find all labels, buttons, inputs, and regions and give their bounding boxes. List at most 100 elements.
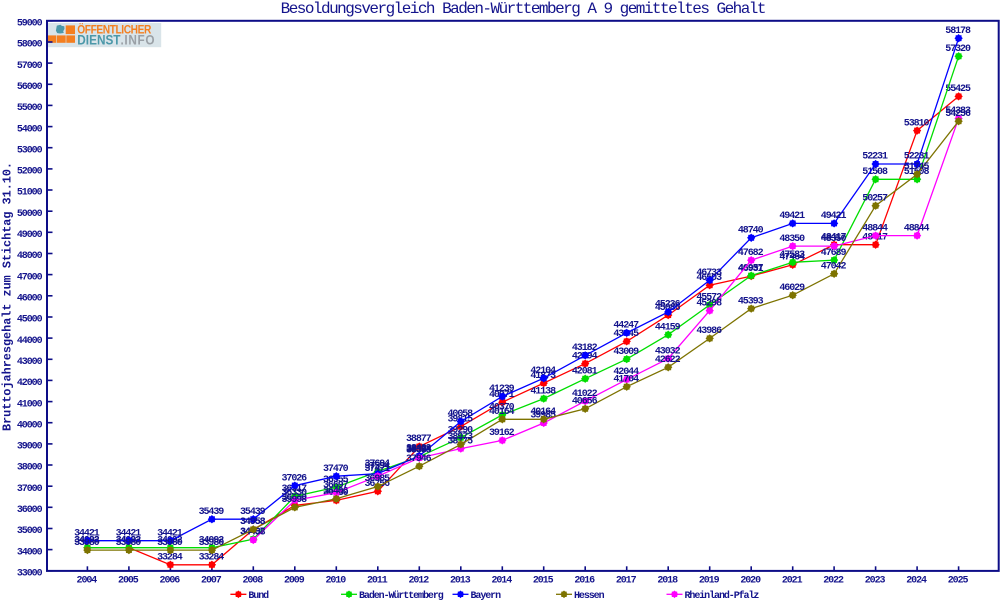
svg-text:33284: 33284 [199,553,225,564]
svg-text:47583: 47583 [779,250,805,261]
svg-text:Bruttojahresgehalt zum Stichta: Bruttojahresgehalt zum Stichtag 31.10. [1,162,15,431]
svg-text:Bund: Bund [248,590,269,600]
svg-text:51000: 51000 [17,188,43,199]
svg-text:52000: 52000 [17,167,43,178]
svg-text:42081: 42081 [572,366,598,377]
svg-text:43986: 43986 [696,326,722,337]
svg-text:55425: 55425 [945,84,971,95]
svg-text:34421: 34421 [157,528,183,539]
svg-text:2021: 2021 [782,576,803,587]
svg-text:36406: 36406 [323,486,349,497]
svg-text:46000: 46000 [17,294,43,305]
svg-text:37026: 37026 [281,473,307,484]
svg-text:40058: 40058 [447,409,473,420]
svg-text:2025: 2025 [948,576,969,587]
svg-text:34421: 34421 [116,528,142,539]
svg-text:2019: 2019 [699,576,720,587]
svg-text:48417: 48417 [821,232,847,243]
svg-text:57000: 57000 [17,61,43,72]
svg-text:2011: 2011 [367,576,388,587]
svg-text:37694: 37694 [364,459,390,470]
svg-text:50000: 50000 [17,209,43,220]
svg-text:2006: 2006 [160,576,181,587]
svg-text:Besoldungsvergleich Baden-Würt: Besoldungsvergleich Baden-Württemberg A … [281,0,765,18]
svg-text:Baden-Württemberg: Baden-Württemberg [359,590,444,600]
svg-text:49000: 49000 [17,230,43,241]
svg-text:45572: 45572 [696,293,722,304]
svg-text:58178: 58178 [945,26,971,37]
svg-text:40656: 40656 [572,397,598,408]
svg-text:58000: 58000 [17,40,43,51]
svg-text:34000: 34000 [17,547,43,558]
svg-text:44000: 44000 [17,336,43,347]
svg-text:Bayern: Bayern [471,591,502,600]
svg-text:35439: 35439 [199,507,225,518]
svg-text:48350: 48350 [779,234,805,245]
svg-text:34958: 34958 [240,517,266,528]
svg-text:48844: 48844 [904,223,930,234]
svg-text:51508: 51508 [862,167,888,178]
svg-text:37000: 37000 [17,484,43,495]
svg-text:45000: 45000 [17,315,43,326]
svg-text:ÖFFENTLICHER: ÖFFENTLICHER [77,23,151,37]
svg-text:49421: 49421 [779,211,805,222]
svg-text:42622: 42622 [655,355,681,366]
svg-text:40164: 40164 [530,407,556,418]
svg-text:57320: 57320 [945,44,971,55]
svg-text:Hessen: Hessen [574,591,605,600]
svg-text:33000: 33000 [17,569,43,580]
svg-text:36000: 36000 [17,505,43,516]
svg-text:44159: 44159 [655,322,681,333]
svg-text:46931: 46931 [738,264,764,275]
svg-text:35000: 35000 [17,526,43,537]
svg-text:40370: 40370 [489,403,515,414]
svg-text:54383: 54383 [945,106,971,117]
svg-text:2023: 2023 [865,576,886,587]
svg-text:40164: 40164 [489,407,515,418]
svg-text:42104: 42104 [530,366,556,377]
svg-text:51745: 51745 [904,162,930,173]
svg-text:47042: 47042 [821,262,847,273]
svg-text:38973: 38973 [447,432,473,443]
svg-text:46733: 46733 [696,268,722,279]
svg-text:52231: 52231 [862,152,888,163]
svg-text:2020: 2020 [740,576,761,587]
svg-text:36330: 36330 [281,488,307,499]
svg-text:2005: 2005 [118,576,139,587]
svg-text:47682: 47682 [738,248,764,259]
svg-text:47000: 47000 [17,272,43,283]
svg-text:33980: 33980 [157,538,183,549]
svg-text:45393: 45393 [738,296,764,307]
svg-text:49421: 49421 [821,211,847,222]
svg-text:38429: 38429 [406,444,432,455]
svg-text:43000: 43000 [17,357,43,368]
svg-text:33980: 33980 [116,538,142,549]
svg-text:2009: 2009 [284,576,305,587]
svg-text:53000: 53000 [17,145,43,156]
svg-text:33284: 33284 [157,553,183,564]
svg-text:2016: 2016 [574,576,595,587]
svg-text:41704: 41704 [613,374,639,385]
svg-text:41239: 41239 [489,384,515,395]
svg-text:59000: 59000 [17,19,43,30]
svg-text:42044: 42044 [613,367,639,378]
svg-text:2008: 2008 [242,576,263,587]
svg-text:53810: 53810 [904,118,930,129]
svg-text:39000: 39000 [17,442,43,453]
svg-text:2024: 2024 [906,576,927,587]
svg-text:35998: 35998 [281,495,307,506]
svg-text:56000: 56000 [17,82,43,93]
svg-text:36697: 36697 [323,480,349,491]
svg-text:37471: 37471 [364,464,390,475]
svg-text:52231: 52231 [904,152,930,163]
svg-text:45298: 45298 [696,298,722,309]
svg-text:2018: 2018 [657,576,678,587]
svg-text:48350: 48350 [821,234,847,245]
svg-text:46029: 46029 [779,283,805,294]
svg-text:2007: 2007 [201,576,222,587]
svg-text:2012: 2012 [408,576,429,587]
svg-text:43009: 43009 [613,347,639,358]
svg-text:2013: 2013 [450,576,471,587]
svg-text:40000: 40000 [17,420,43,431]
svg-text:37946: 37946 [406,454,432,465]
